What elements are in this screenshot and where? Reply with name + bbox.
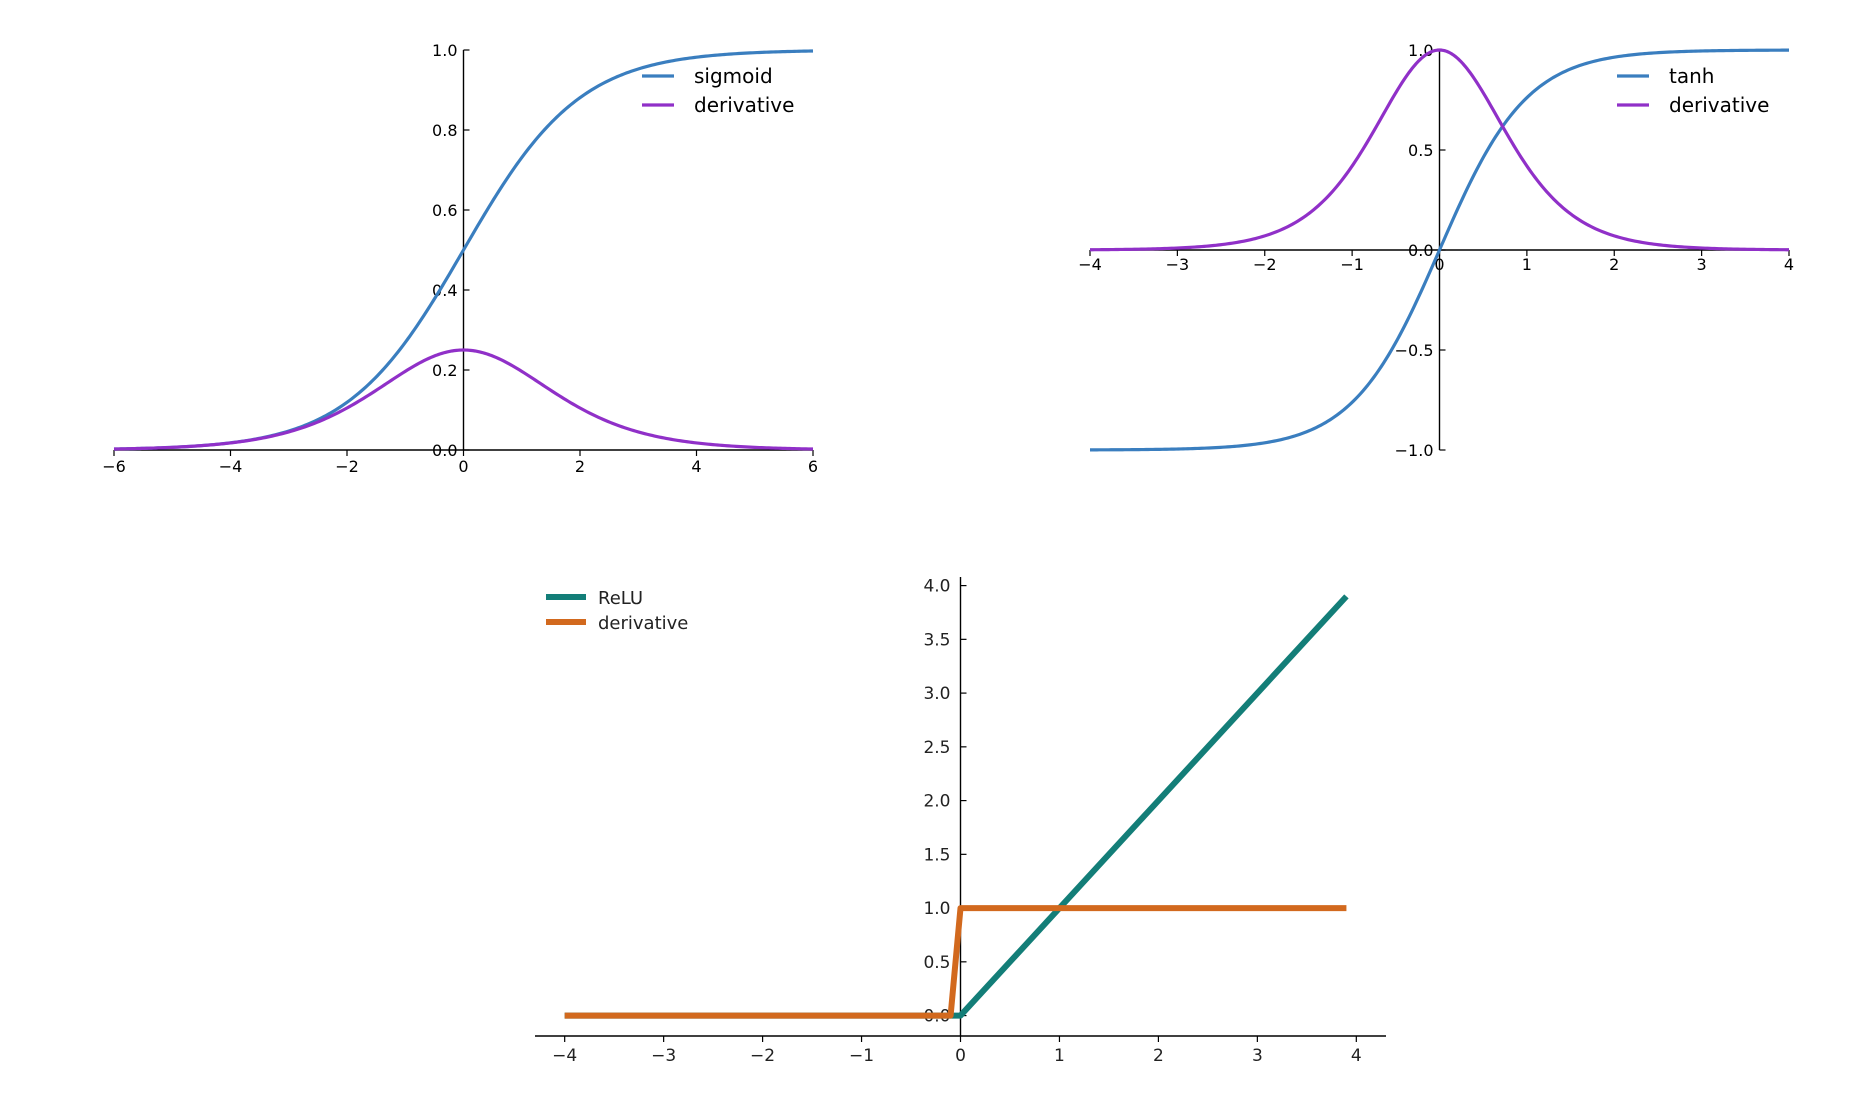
x-tick-label: −3 (651, 1046, 676, 1066)
series-line-derivative (113, 348, 814, 451)
sigmoid-chart: −6 −4 −2 0 2 4 60.00.20.40.60.81.0sigmoidderiv… (102, 41, 818, 476)
tanh-chart: −4 −3 −2 −1 0 1 2 3 4−1.0−0.50.00.51.0tanhderiva… (1078, 41, 1794, 460)
x-tick-label: −2 (335, 457, 359, 476)
x-tick-label: −2 (1253, 255, 1277, 274)
x-tick-label: 3 (1697, 255, 1707, 274)
x-tick-label: 2 (575, 457, 585, 476)
y-tick-label: 0.0 (1408, 241, 1433, 260)
legend-label: derivative (598, 613, 688, 634)
y-tick-label: −0.5 (1395, 341, 1434, 360)
x-tick-label: 4 (1351, 1046, 1362, 1066)
x-tick-label: −4 (219, 457, 243, 476)
legend: tanh derivative (1617, 64, 1769, 117)
x-tick-label: 2 (1609, 255, 1619, 274)
relu-chart: −4 −3 −2 −1 0 1 2 3 40.00.51.01.52.02.53.03.54.0… (535, 577, 1386, 1066)
y-tick-label: 3.0 (923, 684, 950, 704)
y-tick-label: 0.8 (432, 121, 457, 140)
x-tick-label: −4 (552, 1046, 577, 1066)
x-tick-label: −1 (1340, 255, 1364, 274)
legend-label: ReLU (598, 588, 643, 609)
y-tick-label: −1.0 (1395, 441, 1434, 460)
x-tick-label: 4 (691, 457, 701, 476)
x-tick-label: −2 (750, 1046, 775, 1066)
series-line-tanh (1089, 48, 1790, 452)
series-line-derivative (1089, 48, 1790, 252)
series-line-derivative (564, 905, 1347, 1019)
y-tick-label: 3.5 (923, 630, 950, 650)
legend-label: derivative (1669, 93, 1769, 117)
legend: sigmoid derivative (642, 64, 794, 117)
y-tick-label: 0.5 (1408, 141, 1433, 160)
x-tick-label: 1 (1054, 1046, 1065, 1066)
x-tick-label: 4 (1784, 255, 1794, 274)
y-tick-label: 1.0 (432, 41, 457, 60)
x-tick-label: −6 (102, 457, 126, 476)
x-tick-label: 0 (1434, 255, 1444, 274)
legend-label: derivative (694, 93, 794, 117)
y-tick-label: 0.6 (432, 201, 457, 220)
y-tick-label: 1.5 (923, 845, 950, 865)
y-tick-label: 0.0 (432, 441, 457, 460)
y-tick-label: 0.5 (923, 953, 950, 973)
legend: ReLU derivative (546, 588, 688, 634)
x-tick-label: −1 (849, 1046, 874, 1066)
x-tick-label: 0 (458, 457, 468, 476)
y-tick-label: 1.0 (923, 899, 950, 919)
y-tick-label: 0.2 (432, 361, 457, 380)
y-tick-label: 2.0 (923, 792, 950, 812)
x-tick-label: 2 (1153, 1046, 1164, 1066)
legend-label: sigmoid (694, 64, 773, 88)
legend-label: tanh (1669, 64, 1714, 88)
x-tick-label: 6 (808, 457, 818, 476)
y-tick-label: 4.0 (923, 577, 950, 597)
y-tick-label: 2.5 (923, 738, 950, 758)
x-tick-label: 3 (1252, 1046, 1263, 1066)
x-tick-label: 0 (955, 1046, 966, 1066)
x-tick-label: −4 (1078, 255, 1102, 274)
x-tick-label: 1 (1522, 255, 1532, 274)
x-tick-label: −3 (1166, 255, 1190, 274)
